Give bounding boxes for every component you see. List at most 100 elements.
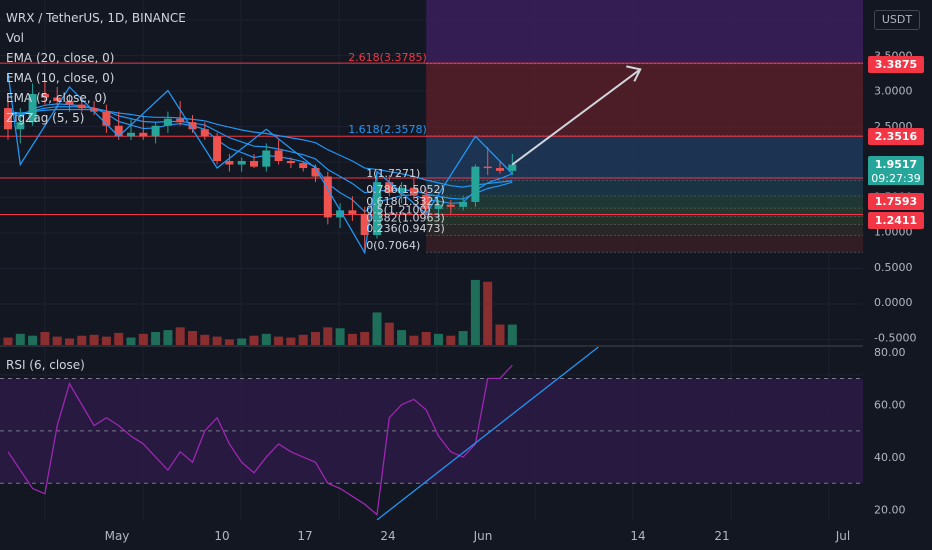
fib-zone-2618 bbox=[426, 63, 863, 136]
fib-label: 0(0.7064) bbox=[366, 239, 420, 252]
candle-body bbox=[311, 168, 320, 177]
currency-button[interactable]: USDT bbox=[874, 10, 920, 30]
candle-body bbox=[65, 101, 74, 105]
volume-bar bbox=[507, 324, 517, 345]
candle-body bbox=[262, 150, 271, 167]
volume-bar bbox=[126, 337, 136, 345]
time-axis-bg bbox=[0, 520, 932, 550]
volume-bar bbox=[372, 312, 382, 345]
price-badge-1.2411: 1.2411 bbox=[868, 212, 924, 229]
candle-body bbox=[200, 129, 209, 137]
candle-body bbox=[373, 182, 381, 236]
fib-label: 0.236(0.9473) bbox=[366, 222, 445, 235]
rsi-band bbox=[0, 378, 863, 484]
candle-body bbox=[446, 204, 455, 207]
volume-bar bbox=[15, 333, 25, 345]
date-tick-label: May bbox=[105, 529, 130, 543]
volume-bar bbox=[224, 339, 234, 345]
date-tick-label: Jun bbox=[473, 529, 493, 543]
volume-bar bbox=[114, 332, 124, 345]
candle-body bbox=[496, 168, 504, 171]
date-tick-label: 21 bbox=[714, 529, 729, 543]
vol-label: Vol bbox=[6, 31, 24, 45]
candle-body bbox=[176, 118, 185, 123]
fib-label: 1(1.7271) bbox=[366, 167, 420, 180]
rsi-tick-label: 40.00 bbox=[874, 451, 906, 464]
rsi-tick-label: 60.00 bbox=[874, 399, 906, 412]
candle-body bbox=[188, 122, 197, 130]
volume-bar bbox=[421, 331, 431, 345]
candle-body bbox=[274, 150, 283, 161]
candle-body bbox=[471, 166, 480, 202]
volume-bar bbox=[77, 335, 87, 345]
ema20-label: EMA (20, close, 0) bbox=[6, 51, 115, 65]
candle-body bbox=[77, 104, 86, 109]
date-tick-label: 24 bbox=[380, 529, 395, 543]
volume-bar bbox=[3, 337, 13, 345]
fib-zone bbox=[426, 224, 863, 236]
fib-zone bbox=[426, 180, 863, 196]
volume-bar bbox=[286, 337, 296, 345]
volume-bar bbox=[483, 281, 493, 345]
candle-body bbox=[508, 164, 517, 171]
fib-zone bbox=[426, 208, 863, 217]
volume-bar bbox=[274, 336, 284, 345]
volume-bar bbox=[335, 328, 345, 345]
fib-label: 0.618(1.3321) bbox=[366, 195, 445, 208]
price-badge-1.7593: 1.7593 bbox=[868, 193, 924, 210]
volume-bar bbox=[360, 331, 370, 345]
volume-bar bbox=[28, 335, 38, 345]
volume-bar bbox=[163, 330, 173, 345]
volume-bar bbox=[188, 331, 197, 345]
volume-bar bbox=[138, 333, 148, 345]
countdown-badge: 09:27:39 bbox=[868, 172, 924, 185]
arrow-head bbox=[626, 65, 642, 82]
candle-body bbox=[299, 163, 308, 169]
volume-bar bbox=[200, 334, 210, 345]
volume-bar bbox=[323, 327, 333, 345]
candle-body bbox=[163, 118, 172, 126]
candle-body bbox=[286, 161, 295, 164]
volume-bar bbox=[89, 334, 99, 345]
volume-bar bbox=[470, 279, 480, 345]
volume-bar bbox=[249, 335, 259, 345]
volume-bar bbox=[397, 330, 407, 345]
fib-label: 1.618(2.3578) bbox=[348, 123, 427, 136]
candle-body bbox=[40, 94, 49, 98]
price-badge-3.3875: 3.3875 bbox=[868, 56, 924, 73]
zigzag-label: ZigZag (5, 5) bbox=[6, 111, 85, 125]
candle-body bbox=[434, 204, 443, 209]
candle-body bbox=[53, 97, 62, 102]
price-badge-2.3516: 2.3516 bbox=[868, 128, 924, 145]
candle-body bbox=[127, 132, 135, 137]
candle-body bbox=[114, 125, 123, 137]
fib-zone bbox=[426, 195, 863, 209]
price-tick-label: 3.0000 bbox=[874, 85, 913, 98]
fib-label: 2.618(3.3785) bbox=[348, 51, 427, 64]
candle-body bbox=[483, 166, 492, 169]
volume-bar bbox=[458, 331, 468, 345]
date-tick-label: 17 bbox=[297, 529, 312, 543]
fib-label: 0.786(1.5052) bbox=[366, 183, 445, 196]
candle-body bbox=[385, 182, 394, 193]
candle-body bbox=[90, 108, 99, 112]
candle-body bbox=[151, 125, 160, 137]
candle-body bbox=[459, 201, 468, 207]
rsi-label: RSI (6, close) bbox=[6, 358, 85, 372]
symbol-title: WRX / TetherUS, 1D, BINANCE bbox=[6, 11, 186, 25]
zigzag-line bbox=[7, 72, 513, 255]
fib-label: 0.5(1.2100) bbox=[366, 204, 431, 217]
candle-body bbox=[422, 194, 431, 209]
volume-bar bbox=[151, 331, 161, 345]
price-tick-label: -0.5000 bbox=[874, 331, 916, 344]
rsi-tick-label: 20.00 bbox=[874, 503, 906, 516]
volume-bar bbox=[409, 335, 419, 345]
volume-bar bbox=[175, 327, 185, 345]
last-price-badge: 1.9517 bbox=[868, 156, 924, 173]
candle-body bbox=[139, 132, 148, 137]
candle-body bbox=[397, 187, 406, 193]
price-axis-bg bbox=[863, 0, 932, 550]
volume-bar bbox=[446, 335, 456, 345]
